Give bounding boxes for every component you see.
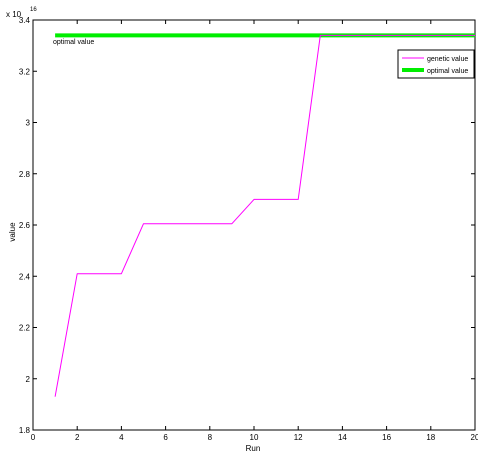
x-axis-ticks: 0 2 4 6 8 10 12 14 16 18 20: [31, 20, 478, 442]
x-tick-label: 16: [382, 433, 391, 442]
x-tick-label: 10: [250, 433, 259, 442]
y-tick-label: 2: [26, 375, 31, 384]
y-tick-label: 2.8: [19, 170, 31, 179]
plot-area: [32, 19, 476, 431]
series-layer: [54, 33, 475, 397]
x-tick-label: 0: [31, 433, 36, 442]
annotation-label: optimal value: [53, 39, 94, 46]
y-tick-label: 2.4: [19, 272, 31, 281]
x-tick-label: 20: [471, 433, 478, 442]
series-genetic-value-line: [54, 34, 475, 397]
y-tick-label: 2.6: [19, 221, 31, 230]
y-tick-label: 3.4: [19, 16, 31, 25]
x-axis-title: Run: [246, 444, 261, 453]
y-exponent-value: 16: [30, 7, 37, 13]
x-tick-label: 6: [163, 433, 168, 442]
y-axis-ticks: 1.8 2 2.2 2.4 2.6 2.8 3 3.2 3.4: [19, 16, 475, 435]
x-tick-label: 8: [208, 433, 213, 442]
x-tick-label: 18: [426, 433, 435, 442]
x-tick-label: 4: [119, 433, 124, 442]
legend-label-optimal-value: optimal value: [427, 68, 468, 75]
y-tick-label: 3.2: [19, 67, 31, 76]
y-tick-label: 3: [26, 119, 31, 128]
legend: genetic value optimal value: [397, 49, 475, 79]
y-tick-label: 1.8: [19, 426, 31, 435]
x-tick-label: 12: [294, 433, 303, 442]
y-exponent-label: x 10: [6, 10, 22, 19]
x-tick-label: 2: [75, 433, 80, 442]
legend-label-genetic-value: genetic value: [427, 56, 468, 63]
y-axis-title: value: [8, 222, 17, 242]
y-tick-label: 2.2: [19, 324, 31, 333]
x-tick-label: 14: [338, 433, 347, 442]
legend-box: [397, 49, 475, 79]
